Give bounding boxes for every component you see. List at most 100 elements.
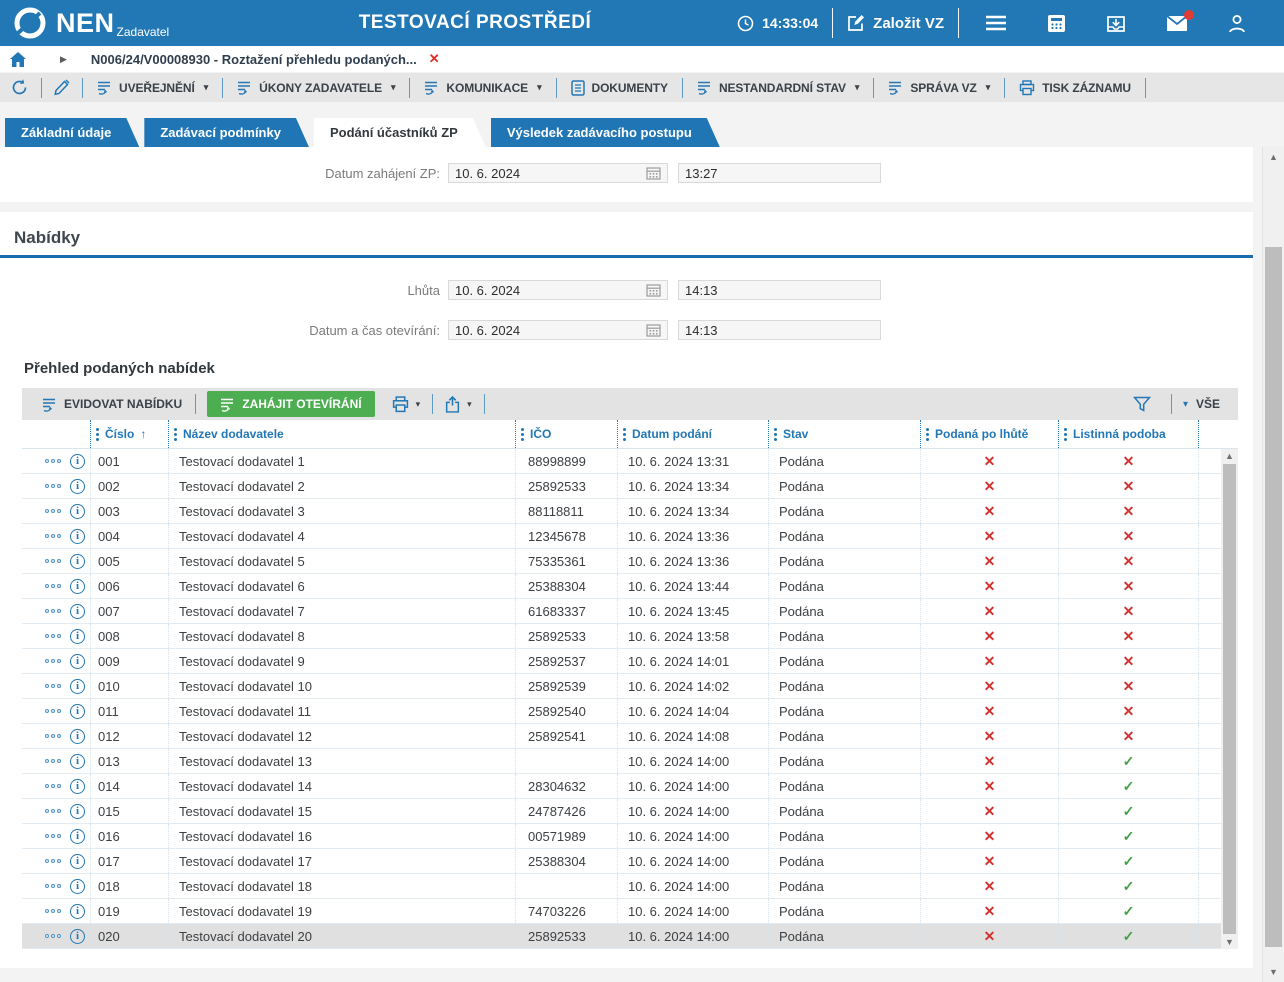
table-row[interactable]: i 017 Testovací dodavatel 17 25388304 10. 6.… <box>22 849 1221 874</box>
table-row[interactable]: i 004 Testovací dodavatel 4 12345678 10. 6. … <box>22 524 1221 549</box>
row-menu-icon[interactable] <box>45 809 61 813</box>
header-nazev-dodavatele[interactable]: Název dodavatele <box>168 420 515 448</box>
lhuta-time-field[interactable]: 14:13 <box>678 280 881 300</box>
tab-podani-ucastniku-zp[interactable]: Podání účastníků ZP <box>314 118 486 147</box>
table-row[interactable]: i 010 Testovací dodavatel 10 25892539 10. 6.… <box>22 674 1221 699</box>
create-vz-button[interactable]: Založit VZ <box>833 14 958 32</box>
table-row[interactable]: i 014 Testovací dodavatel 14 28304632 10. 6.… <box>22 774 1221 799</box>
tab-zadavaci-podminky[interactable]: Zadávací podmínky <box>144 118 309 147</box>
scroll-down-icon[interactable]: ▼ <box>1225 937 1234 947</box>
info-icon[interactable]: i <box>70 803 85 819</box>
header-listinna-podoba[interactable]: Listinná podoba <box>1058 420 1198 448</box>
table-row[interactable]: i 009 Testovací dodavatel 9 25892537 10. 6. … <box>22 649 1221 674</box>
evidovat-nabidku-button[interactable]: EVIDOVAT NABÍDKU <box>32 397 192 412</box>
info-icon[interactable]: i <box>70 603 85 619</box>
row-menu-icon[interactable] <box>45 759 61 763</box>
calculator-icon[interactable] <box>1047 14 1066 33</box>
page-scrollbar-thumb[interactable] <box>1265 247 1282 947</box>
toolbar-item-ukony-zadavatele[interactable]: ÚKONY ZADAVATELE ▾ <box>225 80 407 95</box>
tab-zakladni-udaje[interactable]: Základní údaje <box>5 118 139 147</box>
calendar-icon[interactable] <box>646 283 661 297</box>
info-icon[interactable]: i <box>70 778 85 794</box>
tab-vysledek-zadavaciho-postupu[interactable]: Výsledek zadávacího postupu <box>491 118 720 147</box>
row-menu-icon[interactable] <box>45 859 61 863</box>
column-menu-icon[interactable] <box>521 427 524 441</box>
breadcrumb-arrow-icon[interactable]: ▶ <box>60 53 67 64</box>
table-row[interactable]: i 018 Testovací dodavatel 18 10. 6. 2024 14… <box>22 874 1221 899</box>
column-menu-icon[interactable] <box>623 427 626 441</box>
row-menu-icon[interactable] <box>45 559 61 563</box>
table-row[interactable]: i 012 Testovací dodavatel 12 25892541 10. 6.… <box>22 724 1221 749</box>
toolbar-item-sprava-vz[interactable]: SPRÁVA VZ ▾ <box>876 80 1002 95</box>
info-icon[interactable]: i <box>70 553 85 569</box>
page-scrollbar[interactable]: ▲ ▼ <box>1262 147 1284 982</box>
row-menu-icon[interactable] <box>45 709 61 713</box>
info-icon[interactable]: i <box>70 578 85 594</box>
menu-icon[interactable] <box>985 15 1007 31</box>
row-menu-icon[interactable] <box>45 884 61 888</box>
table-row[interactable]: i 020 Testovací dodavatel 20 25892533 10. 6.… <box>22 924 1221 949</box>
scroll-down-icon[interactable]: ▼ <box>1269 967 1278 977</box>
home-icon[interactable] <box>10 51 26 67</box>
row-menu-icon[interactable] <box>45 584 61 588</box>
datum-zahajeni-date-field[interactable]: 10. 6. 2024 <box>448 163 668 183</box>
table-row[interactable]: i 015 Testovací dodavatel 15 24787426 10. 6.… <box>22 799 1221 824</box>
info-icon[interactable]: i <box>70 853 85 869</box>
row-menu-icon[interactable] <box>45 509 61 513</box>
datum-zahajeni-time-field[interactable]: 13:27 <box>678 163 881 183</box>
row-menu-icon[interactable] <box>45 659 61 663</box>
oteviranie-time-field[interactable]: 14:13 <box>678 320 881 340</box>
column-menu-icon[interactable] <box>174 427 177 441</box>
table-row[interactable]: i 005 Testovací dodavatel 5 75335361 10. 6. … <box>22 549 1221 574</box>
user-icon[interactable] <box>1228 14 1246 33</box>
scroll-up-icon[interactable]: ▲ <box>1269 152 1278 162</box>
column-menu-icon[interactable] <box>774 427 777 441</box>
info-icon[interactable]: i <box>70 453 85 469</box>
table-row[interactable]: i 019 Testovací dodavatel 19 74703226 10. 6.… <box>22 899 1221 924</box>
oteviranie-date-field[interactable]: 10. 6. 2024 <box>448 320 668 340</box>
info-icon[interactable]: i <box>70 878 85 894</box>
view-dropdown-icon[interactable]: ▾ <box>1182 398 1188 410</box>
table-row[interactable]: i 011 Testovací dodavatel 11 25892540 10. 6.… <box>22 699 1221 724</box>
table-row[interactable]: i 016 Testovací dodavatel 16 00571989 10. 6.… <box>22 824 1221 849</box>
info-icon[interactable]: i <box>70 753 85 769</box>
table-row[interactable]: i 006 Testovací dodavatel 6 25388304 10. 6. … <box>22 574 1221 599</box>
info-icon[interactable]: i <box>70 928 85 944</box>
export-button[interactable]: ▾ <box>436 395 481 413</box>
toolbar-item-tisk-zaznamu[interactable]: TISK ZÁZNAMU <box>1007 79 1143 96</box>
zahajit-oteviranie-button[interactable]: ZAHÁJIT OTEVÍRÁNÍ <box>207 391 375 417</box>
table-row[interactable]: i 002 Testovací dodavatel 2 25892533 10. 6. … <box>22 474 1221 499</box>
row-menu-icon[interactable] <box>45 784 61 788</box>
toolbar-item-nestandardni-stav[interactable]: NESTANDARDNÍ STAV ▾ <box>685 80 871 95</box>
column-menu-icon[interactable] <box>1064 427 1067 441</box>
column-menu-icon[interactable] <box>96 427 99 441</box>
column-menu-icon[interactable] <box>926 427 929 441</box>
inbox-icon[interactable] <box>1106 14 1126 33</box>
toolbar-item-komunikace[interactable]: KOMUNIKACE ▾ <box>412 80 553 95</box>
toolbar-item-dokumenty[interactable]: DOKUMENTY <box>559 79 680 96</box>
row-menu-icon[interactable] <box>45 534 61 538</box>
row-menu-icon[interactable] <box>45 459 61 463</box>
info-icon[interactable]: i <box>70 528 85 544</box>
row-menu-icon[interactable] <box>45 609 61 613</box>
table-row[interactable]: i 001 Testovací dodavatel 1 88998899 10. 6. … <box>22 449 1221 474</box>
info-icon[interactable]: i <box>70 703 85 719</box>
row-menu-icon[interactable] <box>45 734 61 738</box>
toolbar-item-uverejneni[interactable]: UVEŘEJNĚNÍ ▾ <box>85 80 220 95</box>
close-record-icon[interactable]: ✕ <box>428 51 440 66</box>
table-scrollbar-thumb[interactable] <box>1223 464 1236 934</box>
row-menu-icon[interactable] <box>45 634 61 638</box>
calendar-icon[interactable] <box>646 323 661 337</box>
row-menu-icon[interactable] <box>45 684 61 688</box>
row-menu-icon[interactable] <box>45 834 61 838</box>
header-stav[interactable]: Stav <box>768 420 920 448</box>
view-all-label[interactable]: VŠE <box>1195 397 1220 411</box>
table-row[interactable]: i 003 Testovací dodavatel 3 88118811 10. 6. … <box>22 499 1221 524</box>
breadcrumb-item[interactable]: N006/24/V00008930 - Roztažení přehledu p… <box>90 51 417 67</box>
info-icon[interactable]: i <box>70 903 85 919</box>
row-menu-icon[interactable] <box>45 934 61 938</box>
info-icon[interactable]: i <box>70 728 85 744</box>
header-podana-po-lhute[interactable]: Podaná po lhůtě <box>920 420 1058 448</box>
row-menu-icon[interactable] <box>45 909 61 913</box>
info-icon[interactable]: i <box>70 503 85 519</box>
